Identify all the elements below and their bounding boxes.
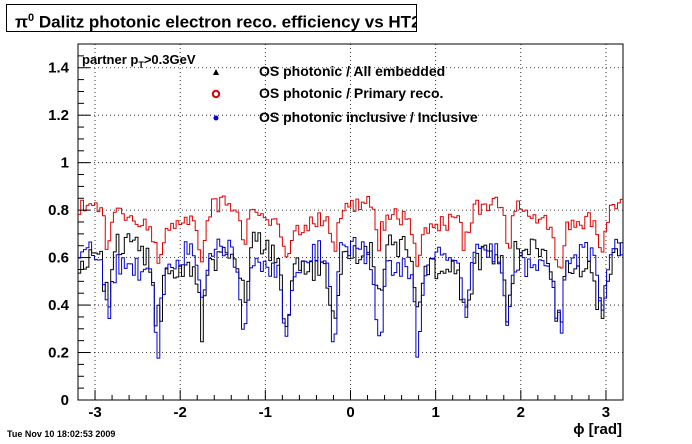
legend: partner pT>0.3GeV OS photonic / All embe… xyxy=(82,52,478,125)
y-tick-label: 1.2 xyxy=(48,107,69,124)
y-tick-label: 0.8 xyxy=(48,202,69,219)
legend-marker-dot xyxy=(213,115,219,121)
y-tick-label: 1 xyxy=(61,155,69,172)
y-tick-label: 0.2 xyxy=(48,345,69,362)
y-tick-label: 1.4 xyxy=(48,60,70,77)
series-layer xyxy=(78,195,623,359)
y-tick-label: 0.6 xyxy=(48,250,69,267)
x-tick-label: 2 xyxy=(517,404,525,421)
x-tick-label: 1 xyxy=(431,404,439,421)
y-tick-label: 0 xyxy=(61,392,69,409)
annotation-partner-pt: partner pT>0.3GeV xyxy=(82,52,196,70)
series-line-1 xyxy=(78,231,623,343)
series-line-3 xyxy=(78,237,623,359)
axes: -3 -2 -1 0 1 2 3 0 0.2 0.4 0.6 0.8 1 1.2 1.4 xyxy=(48,43,624,421)
x-tick-label: -1 xyxy=(259,404,272,421)
x-tick-label: 0 xyxy=(346,404,354,421)
chart-title: π0 Dalitz photonic electron reco. effici… xyxy=(6,4,417,32)
legend-label-1: OS photonic / All embedded xyxy=(259,63,445,79)
legend-label-2: OS photonic / Primary reco. xyxy=(259,85,443,101)
x-axis-label: ϕ [rad] xyxy=(573,421,622,438)
grid xyxy=(78,44,623,400)
x-tick-label: 3 xyxy=(602,404,610,421)
legend-marker-triangle xyxy=(213,69,219,75)
legend-marker-circle xyxy=(211,89,221,99)
legend-label-3: OS photonic inclusive / Inclusive xyxy=(259,109,478,125)
x-tick-label: -2 xyxy=(174,404,187,421)
y-tick-label: 0.4 xyxy=(48,297,70,314)
x-tick-label: -3 xyxy=(88,404,101,421)
timestamp: Tue Nov 10 18:02:53 2009 xyxy=(7,429,115,439)
legend-entries: OS photonic / All embedded OS photonic / … xyxy=(211,63,478,125)
series-line-2 xyxy=(78,195,623,269)
